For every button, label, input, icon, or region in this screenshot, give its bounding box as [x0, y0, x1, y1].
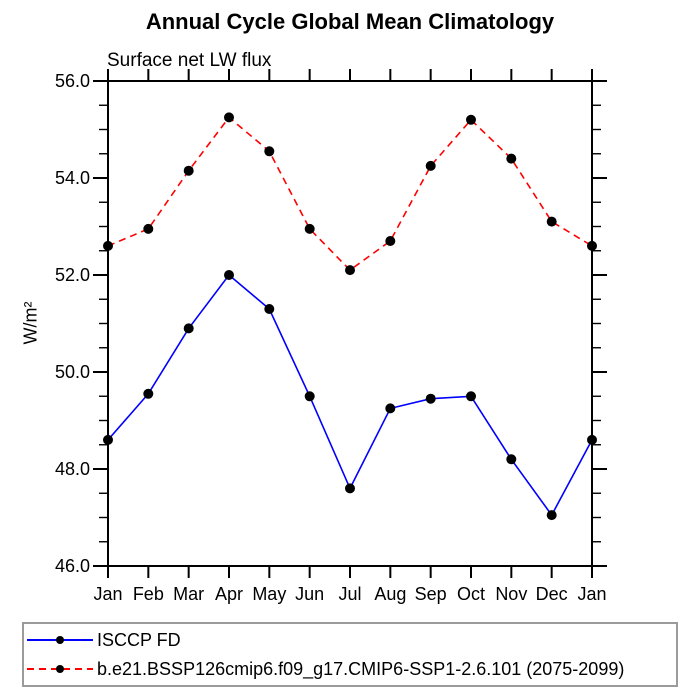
- data-point-marker: [506, 454, 517, 465]
- data-point-marker: [345, 265, 355, 276]
- x-axis-tick-label: Aug: [374, 584, 406, 604]
- legend-line-marker-sample-icon: [27, 665, 93, 673]
- data-point-marker: [345, 483, 355, 494]
- data-point-marker: [304, 391, 315, 402]
- y-axis-tick-label: 46.0: [55, 556, 90, 576]
- x-axis-tick-label: Jun: [295, 584, 324, 604]
- legend-item-isccp-fd: ISCCP FD: [26, 627, 181, 653]
- data-point-marker: [143, 388, 154, 399]
- legend-item-model-run: b.e21.BSSP126cmip6.f09_g17.CMIP6-SSP1-2.…: [26, 656, 624, 682]
- data-point-marker: [264, 146, 275, 157]
- data-point-marker: [425, 393, 436, 404]
- x-axis-tick-label: Dec: [536, 584, 568, 604]
- data-point-marker: [587, 240, 597, 251]
- data-point-marker: [183, 323, 194, 334]
- x-axis-tick-label: Oct: [457, 584, 485, 604]
- data-point-marker: [385, 236, 396, 246]
- chart-title: Annual Cycle Global Mean Climatology: [145, 9, 555, 34]
- data-point-marker: [103, 240, 113, 251]
- legend-label: b.e21.BSSP126cmip6.f09_g17.CMIP6-SSP1-2.…: [97, 659, 625, 679]
- data-point-marker: [466, 391, 476, 402]
- x-axis-tick-label: Feb: [133, 584, 164, 604]
- x-axis-tick-label: Sep: [415, 584, 447, 604]
- x-axis-tick-label: Mar: [173, 584, 204, 604]
- data-point-marker: [103, 434, 113, 445]
- data-point-marker: [183, 165, 194, 176]
- legend: ISCCP FD b.e21.BSSP126cmip6.f09_g17.CMIP…: [22, 622, 678, 687]
- series-line-0: [107, 273, 593, 517]
- data-point-marker: [264, 304, 275, 314]
- series-line-1: [107, 116, 593, 272]
- legend-line-marker-sample-icon: [27, 636, 93, 644]
- y-axis-tick-label: 50.0: [55, 362, 90, 382]
- data-point-marker: [385, 403, 396, 414]
- chart-subtitle: Surface net LW flux: [107, 50, 272, 71]
- data-point-marker: [304, 223, 315, 234]
- data-point-marker: [587, 434, 597, 445]
- y-axis-tick-label: 48.0: [55, 459, 90, 479]
- data-point-marker: [143, 223, 154, 234]
- data-point-marker: [466, 114, 476, 125]
- y-axis-tick-label: 52.0: [55, 265, 90, 285]
- plot-area: 46.0 48.0 50.0 52.0 54.0 56.0 Jan Feb Mar Apr May J…: [55, 69, 607, 604]
- data-point-marker: [224, 112, 234, 123]
- x-axis-tick-label: Jul: [338, 584, 361, 604]
- data-point-marker: [506, 153, 517, 164]
- y-axis-tick-label: 54.0: [55, 168, 90, 188]
- x-axis-tick-label: Jan: [577, 584, 606, 604]
- data-point-marker: [546, 510, 557, 521]
- x-axis-tick-label: May: [252, 584, 286, 604]
- data-point-marker: [224, 270, 234, 280]
- x-axis-tick-label: Jan: [93, 584, 122, 604]
- data-point-marker: [425, 160, 436, 171]
- x-axis-tick-label: Apr: [215, 584, 243, 604]
- y-axis-tick-label: 56.0: [55, 71, 90, 91]
- data-point-marker: [546, 216, 557, 227]
- legend-label: ISCCP FD: [97, 630, 181, 650]
- x-axis-tick-label: Nov: [495, 584, 527, 604]
